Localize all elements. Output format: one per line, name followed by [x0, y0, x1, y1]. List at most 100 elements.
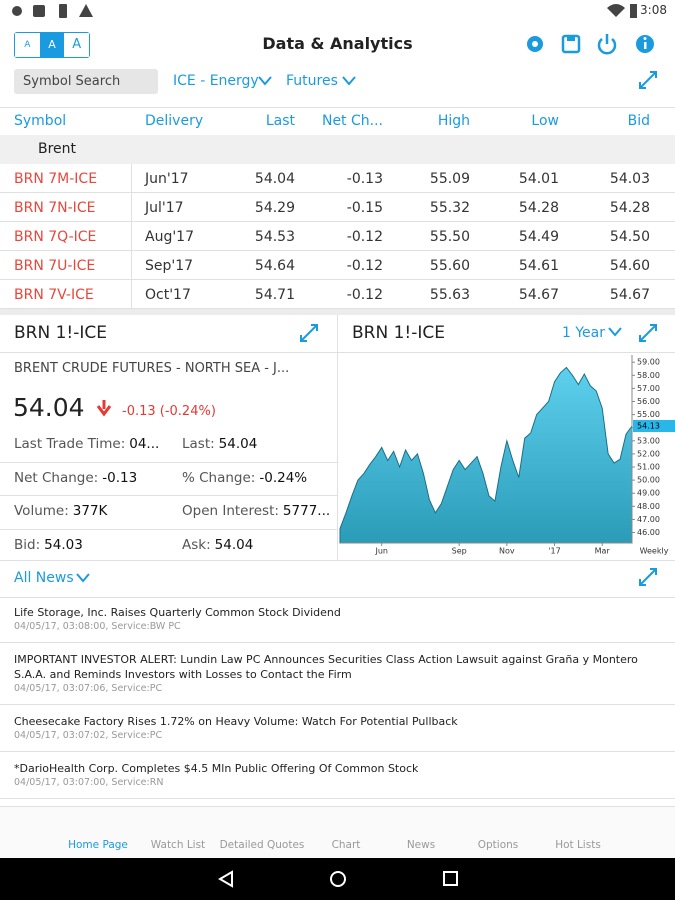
font-size-button[interactable]: A	[15, 33, 40, 57]
field-value: 54.03	[44, 536, 83, 553]
last-value-box	[633, 420, 675, 433]
y-tick-label: 50.00	[637, 476, 660, 485]
field-label: Last:	[182, 436, 215, 452]
field-value: 5777...	[282, 503, 330, 519]
field-label: Last Trade Time:	[14, 436, 126, 452]
news-filter[interactable]: All News	[14, 570, 74, 586]
page-title: Data & Analytics	[262, 34, 413, 53]
nav-item[interactable]: News	[406, 839, 436, 851]
cell: 55.09	[429, 171, 470, 187]
instrument-dropdown[interactable]: Futures	[286, 73, 338, 89]
y-tick-label: 47.00	[637, 515, 660, 524]
nav-item[interactable]: Detailed Quotes	[219, 839, 305, 851]
cell: 54.01	[518, 171, 559, 187]
exchange-dropdown[interactable]: ICE - Energy	[173, 73, 259, 89]
cell: Jun'17	[145, 171, 189, 187]
font-size-button[interactable]: A	[64, 33, 90, 57]
symbol-cell: BRN 7Q-ICE	[14, 229, 97, 245]
x-axis-label: Weekly	[640, 547, 669, 556]
divider	[0, 309, 675, 315]
y-tick-label: 55.00	[637, 410, 660, 419]
cell: 54.64	[254, 258, 295, 274]
divider	[131, 222, 132, 251]
divider	[0, 597, 675, 598]
cell: 54.28	[518, 200, 559, 216]
column-header: Last	[265, 113, 295, 129]
news-meta: 04/05/17, 03:07:02, Service:PC	[14, 730, 163, 741]
cell: Sep'17	[145, 258, 194, 274]
cell: -0.12	[346, 229, 383, 245]
divider	[0, 192, 675, 193]
cell: 54.03	[609, 171, 650, 187]
news-headline[interactable]: Life Storage, Inc. Raises Quarterly Comm…	[14, 606, 341, 619]
chart-period[interactable]: 1 Year	[562, 325, 605, 341]
y-tick-label: 59.00	[637, 358, 660, 367]
field-label: Ask:	[182, 536, 211, 553]
divider	[0, 107, 675, 108]
field-label: % Change:	[182, 469, 256, 486]
quote-field: % Change: -0.24%	[182, 470, 330, 486]
quote-field: Bid: 54.03	[14, 537, 174, 553]
cell: 54.53	[254, 229, 295, 245]
news-headline[interactable]: *DarioHealth Corp. Completes $4.5 Mln Pu…	[14, 762, 419, 775]
x-tick-label: Sep	[452, 547, 467, 556]
cell: 54.71	[254, 287, 295, 303]
cell: 54.50	[609, 229, 650, 245]
divider	[0, 461, 337, 463]
y-tick-label: 46.00	[637, 528, 660, 537]
quote-price: 54.04	[13, 393, 85, 422]
news-headline[interactable]: Cheesecake Factory Rises 1.72% on Heavy …	[14, 715, 458, 728]
last-value-label: 54.13	[637, 422, 660, 431]
chart-title: BRN 1!-ICE	[352, 323, 445, 343]
cell: 54.67	[518, 287, 559, 303]
column-header: Bid	[627, 113, 650, 129]
news-headline[interactable]: IMPORTANT INVESTOR ALERT: Lundin Law PC …	[14, 653, 638, 681]
field-value: 377K	[72, 503, 108, 519]
column-header: Symbol	[14, 113, 67, 129]
field-value: 04...	[129, 436, 160, 452]
divider	[0, 704, 675, 705]
cell: 54.49	[518, 229, 559, 245]
nav-item[interactable]: Options	[477, 839, 519, 851]
field-value: -0.24%	[259, 469, 308, 486]
cell: 55.60	[429, 258, 470, 274]
y-tick-label: 57.00	[637, 384, 660, 393]
quote-symbol: BRN 1!-ICE	[14, 323, 107, 343]
cell: Oct'17	[145, 287, 191, 303]
quote-field: Last Trade Time: 04...	[14, 436, 174, 452]
y-tick-label: 52.00	[637, 449, 660, 458]
cell: 55.50	[429, 229, 470, 245]
cell: 54.28	[609, 200, 650, 216]
nav-item[interactable]: Watch List	[150, 839, 206, 851]
symbol-search[interactable]: Symbol Search	[14, 69, 158, 94]
group-row	[0, 135, 675, 164]
symbol-cell: BRN 7U-ICE	[14, 258, 96, 274]
divider	[131, 193, 132, 222]
cell: Jul'17	[145, 200, 184, 216]
y-tick-label: 51.00	[637, 463, 660, 472]
nav-item[interactable]: Hot Lists	[555, 839, 601, 851]
group-label: Brent	[38, 141, 77, 157]
quote-field: Last: 54.04	[182, 436, 330, 452]
nav-item[interactable]: Home Page	[68, 839, 128, 851]
column-header: Low	[531, 113, 559, 129]
field-label: Open Interest:	[182, 503, 279, 519]
divider	[131, 280, 132, 309]
divider	[0, 642, 675, 643]
cell: 55.32	[429, 200, 470, 216]
font-size-button[interactable]: A	[39, 33, 65, 57]
cell: 54.29	[254, 200, 295, 216]
symbol-cell: BRN 7N-ICE	[14, 200, 96, 216]
price-area	[339, 366, 633, 544]
nav-item[interactable]: Chart	[331, 839, 361, 851]
status-time: 3:08	[640, 3, 667, 17]
divider	[0, 806, 675, 807]
field-value: 54.04	[214, 536, 254, 553]
cell: -0.15	[346, 200, 383, 216]
divider	[131, 164, 132, 193]
column-header: Delivery	[145, 113, 204, 129]
x-tick-label: Jun	[374, 547, 388, 556]
